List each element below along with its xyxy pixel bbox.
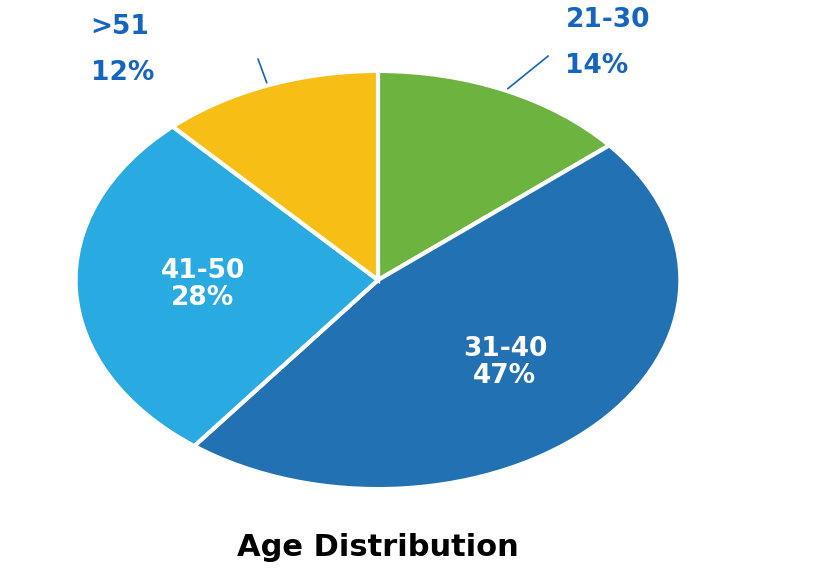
Text: Age Distribution: Age Distribution [237, 533, 519, 562]
Text: 14%: 14% [565, 54, 628, 79]
Text: >51: >51 [91, 13, 150, 40]
Text: 47%: 47% [473, 363, 537, 389]
Text: 21-30: 21-30 [565, 8, 650, 33]
Wedge shape [173, 71, 378, 280]
Wedge shape [76, 126, 378, 446]
Text: 12%: 12% [91, 59, 154, 86]
Wedge shape [194, 146, 680, 489]
Wedge shape [378, 71, 609, 280]
Text: 28%: 28% [171, 285, 234, 311]
Text: 41-50: 41-50 [160, 258, 245, 284]
Text: 31-40: 31-40 [463, 336, 547, 362]
